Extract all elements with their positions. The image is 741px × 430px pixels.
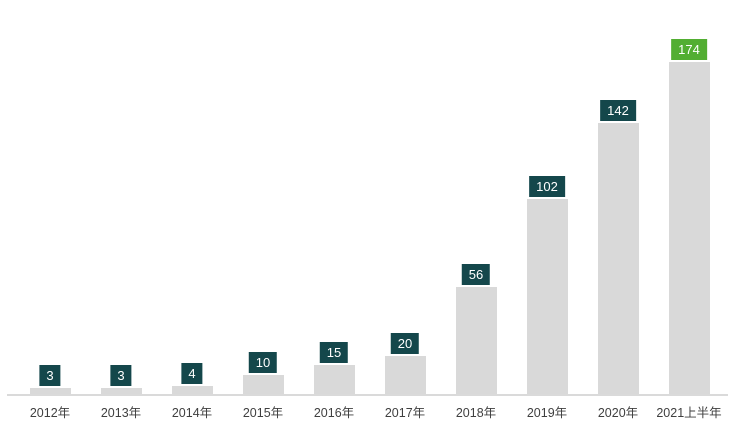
bar [384,356,426,394]
x-axis-tick-label: 2020年 [597,406,639,420]
bar-value-label: 15 [319,342,349,363]
x-axis-tick-label: 2017年 [384,406,426,420]
bar-value-label: 3 [110,365,132,386]
bar-value-label: 102 [529,176,565,197]
x-axis-line [7,394,728,396]
bar [526,199,568,394]
bar [597,123,639,394]
bar [100,388,142,394]
x-axis-tick-label: 2019年 [526,406,568,420]
x-axis-tick-label: 2013年 [100,406,142,420]
bar [668,62,710,394]
bar-value-label: 20 [390,333,420,354]
x-axis-tick-label: 2014年 [171,406,213,420]
bar [29,388,71,394]
bar-value-label: 3 [39,365,61,386]
x-axis-tick-label: 2018年 [455,406,497,420]
bar-value-label: 56 [461,264,491,285]
x-axis-tick-label: 2016年 [313,406,355,420]
bar [313,365,355,394]
bar-value-label: 4 [181,363,203,384]
x-axis-tick-label: 2012年 [29,406,71,420]
x-axis-tick-label: 2021上半年 [656,406,722,420]
bar-value-label: 10 [248,352,278,373]
bar [242,375,284,394]
bar [171,386,213,394]
bar-value-label: 142 [600,100,636,121]
x-axis-tick-label: 2015年 [242,406,284,420]
bar [455,287,497,394]
bar-value-label: 174 [671,39,707,60]
